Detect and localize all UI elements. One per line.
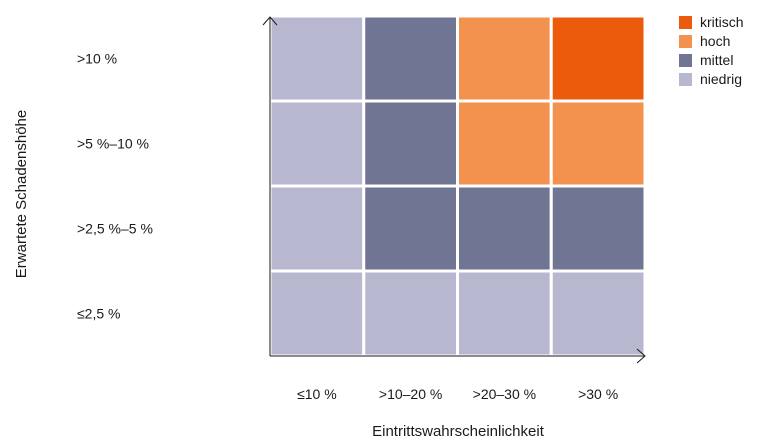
cell-mittel xyxy=(549,184,647,273)
x-axis-arrow xyxy=(636,348,646,364)
x-tick-label: >10–20 % xyxy=(379,386,442,402)
cell-niedrig xyxy=(268,184,366,273)
y-axis-arrow xyxy=(262,16,278,26)
x-tick-labels: ≤10 % >10–20 % >20–30 % >30 % xyxy=(297,386,618,402)
legend-label-mittel: mittel xyxy=(700,52,733,68)
legend-swatch-niedrig xyxy=(679,73,692,86)
y-axis-title: Erwartete Schadenshöhe xyxy=(13,110,30,278)
x-tick-label: ≤10 % xyxy=(297,386,337,402)
cell-niedrig xyxy=(268,99,366,188)
legend-label-hoch: hoch xyxy=(700,33,730,49)
cell-mittel xyxy=(362,184,459,273)
cell-niedrig xyxy=(456,269,553,358)
y-tick-labels: ≤2,5 % >2,5 %–5 % >5 %–10 % >10 % xyxy=(77,51,153,322)
legend-swatch-mittel xyxy=(679,54,692,67)
cell-hoch xyxy=(456,14,553,103)
y-tick-label: >5 %–10 % xyxy=(77,136,149,152)
cell-mittel xyxy=(362,99,459,188)
cell-kritisch xyxy=(549,14,647,103)
cell-niedrig xyxy=(549,269,647,358)
legend-swatch-hoch xyxy=(679,35,692,48)
legend-swatch-kritisch xyxy=(679,16,692,29)
cell-mittel xyxy=(362,14,459,103)
cell-mittel xyxy=(456,184,553,273)
y-tick-label: >2,5 %–5 % xyxy=(77,221,153,237)
legend-label-kritisch: kritisch xyxy=(700,14,744,30)
cell-niedrig xyxy=(268,14,366,103)
x-tick-label: >20–30 % xyxy=(473,386,536,402)
legend-label-niedrig: niedrig xyxy=(700,71,742,87)
cell-hoch xyxy=(549,99,647,188)
legend: kritisch hoch mittel niedrig xyxy=(679,14,744,87)
y-tick-label: ≤2,5 % xyxy=(77,306,120,322)
x-tick-label: >30 % xyxy=(578,386,618,402)
matrix-cells xyxy=(268,14,647,358)
x-axis-title: Eintrittswahrscheinlichkeit xyxy=(372,423,545,440)
y-tick-label: >10 % xyxy=(77,51,117,67)
axes xyxy=(262,16,646,364)
cell-hoch xyxy=(456,99,553,188)
cell-niedrig xyxy=(362,269,459,358)
cell-niedrig xyxy=(268,269,366,358)
